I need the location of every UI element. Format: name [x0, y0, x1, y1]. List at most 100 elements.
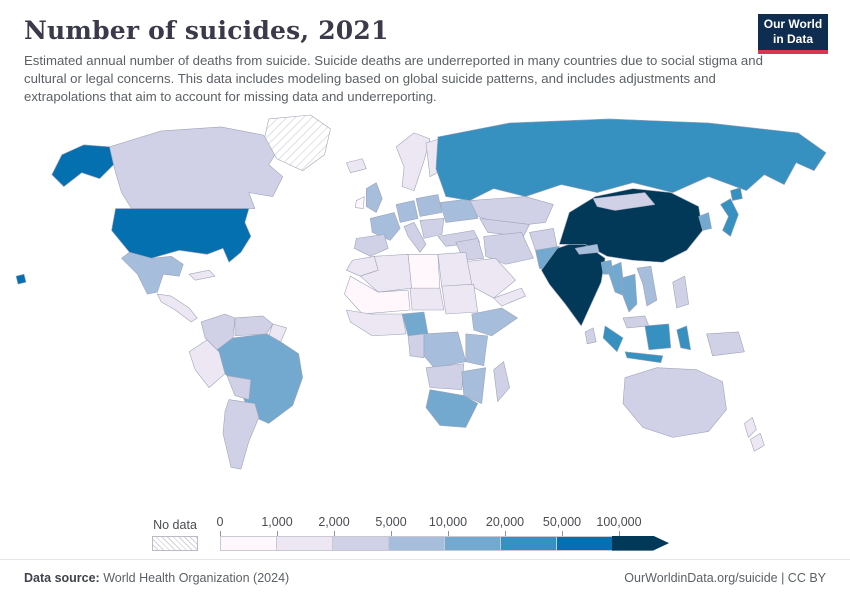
data-source-text: World Health Organization (2024) — [99, 571, 290, 585]
data-source: Data source: World Health Organization (… — [24, 571, 289, 585]
region-france[interactable] — [369, 211, 401, 241]
region-alaska[interactable] — [51, 144, 114, 187]
region-indonesia[interactable] — [602, 323, 691, 363]
legend-bin[interactable] — [500, 535, 557, 551]
region-argentina[interactable] — [222, 398, 260, 470]
region-ireland[interactable] — [355, 195, 365, 209]
world-map-container — [10, 113, 840, 511]
legend-tick-mark — [619, 530, 620, 536]
chart-header: Number of suicides, 2021 Estimated annua… — [0, 0, 850, 107]
legend-tick-mark — [277, 530, 278, 536]
region-mexico[interactable] — [121, 251, 184, 295]
legend-tick-label: 20,000 — [485, 514, 525, 529]
region-uk[interactable] — [365, 182, 383, 213]
legend-tick-label: 5,000 — [375, 514, 407, 529]
legend-tick-mark — [391, 530, 392, 536]
region-mali-mauritania[interactable] — [344, 275, 411, 314]
region-poland[interactable] — [415, 193, 443, 217]
region-mozambique-zimbabwe[interactable] — [461, 367, 486, 404]
legend-tick-mark — [448, 530, 449, 536]
legend-bin[interactable] — [276, 535, 333, 551]
region-kazakhstan[interactable] — [469, 195, 554, 227]
region-sri-lanka[interactable] — [584, 327, 597, 344]
region-kenya-tanzania[interactable] — [465, 333, 488, 366]
map-legend: No data 0 1,000 2,000 5,000 10,000 20,000 50,0… — [152, 515, 850, 551]
region-thailand[interactable] — [620, 273, 638, 312]
region-hawaii[interactable] — [15, 273, 27, 285]
owid-logo-line2: in Data — [772, 32, 813, 46]
region-greenland-no-data[interactable] — [264, 114, 331, 171]
region-yemen-oman[interactable] — [493, 287, 526, 306]
region-vietnam[interactable] — [636, 265, 658, 306]
legend-tick-mark — [505, 530, 506, 536]
region-sudan[interactable] — [441, 283, 479, 314]
legend-bin[interactable] — [612, 535, 669, 551]
region-bolivia[interactable] — [226, 375, 252, 400]
region-drc[interactable] — [423, 331, 467, 368]
region-mongolia[interactable] — [592, 191, 656, 211]
region-venezuela[interactable] — [234, 315, 274, 336]
region-south-africa[interactable] — [425, 388, 479, 428]
region-japan[interactable] — [720, 186, 743, 237]
region-new-guinea[interactable] — [706, 331, 745, 356]
region-central-america[interactable] — [157, 293, 198, 322]
data-source-label: Data source: — [24, 571, 100, 585]
region-australia[interactable] — [622, 367, 727, 438]
region-scandinavia[interactable] — [395, 132, 431, 191]
legend-no-data-swatch — [152, 535, 198, 551]
region-libya[interactable] — [407, 253, 441, 293]
chart-subtitle: Estimated annual number of deaths from s… — [24, 53, 763, 105]
region-cuba[interactable] — [188, 269, 216, 281]
region-germany[interactable] — [395, 199, 419, 223]
region-peru[interactable] — [188, 339, 226, 388]
chart-title: Number of suicides, 2021 — [24, 16, 389, 45]
legend-tick-label: 50,000 — [542, 514, 582, 529]
region-spain[interactable] — [354, 233, 389, 257]
legend-tick-label: 1,000 — [261, 514, 293, 529]
footer-attribution[interactable]: OurWorldinData.org/suicide | CC BY — [624, 571, 826, 585]
legend-bin[interactable] — [556, 535, 613, 551]
legend-scale: 0 1,000 2,000 5,000 10,000 20,000 50,000 100,00… — [216, 514, 676, 551]
legend-tick-mark — [334, 530, 335, 536]
region-iran[interactable] — [483, 231, 534, 265]
region-angola-zambia[interactable] — [425, 363, 465, 390]
world-map — [15, 114, 827, 470]
region-ukraine[interactable] — [439, 197, 479, 223]
region-ethiopia[interactable] — [471, 307, 518, 336]
legend-bin[interactable] — [444, 535, 501, 551]
legend-bin[interactable] — [332, 535, 389, 551]
region-iceland[interactable] — [346, 158, 367, 173]
legend-tick-label: 100,000 — [596, 514, 642, 529]
legend-tick-label: 2,000 — [318, 514, 350, 529]
region-india[interactable] — [541, 243, 606, 326]
region-philippines[interactable] — [672, 275, 689, 308]
region-new-zealand[interactable] — [744, 416, 765, 452]
owid-logo-line1: Our World — [763, 17, 823, 31]
legend-no-data[interactable]: No data — [152, 518, 198, 551]
region-balkans[interactable] — [419, 217, 445, 239]
region-niger-chad[interactable] — [409, 287, 445, 310]
legend-bin[interactable] — [388, 535, 445, 551]
legend-tick-labels: 0 1,000 2,000 5,000 10,000 20,000 50,000 100,00… — [216, 514, 676, 536]
owid-logo[interactable]: Our World in Data — [758, 14, 828, 54]
legend-tick-mark — [220, 530, 221, 536]
chart-footer: Data source: World Health Organization (… — [0, 559, 850, 600]
region-afghanistan[interactable] — [529, 227, 558, 251]
region-korea[interactable] — [698, 211, 712, 231]
region-madagascar[interactable] — [493, 361, 510, 402]
legend-tick-label: 10,000 — [428, 514, 468, 529]
owid-logo-red-bar — [758, 50, 828, 54]
region-egypt[interactable] — [437, 251, 473, 289]
region-canada[interactable] — [109, 126, 284, 209]
legend-no-data-label: No data — [153, 517, 197, 532]
legend-tick-label: 0 — [216, 514, 224, 529]
region-west-africa[interactable] — [346, 309, 407, 336]
region-nepal[interactable] — [574, 243, 600, 255]
legend-tick-mark — [562, 530, 563, 536]
legend-color-bar — [220, 535, 676, 551]
region-russia[interactable] — [435, 118, 827, 201]
region-cameroon-gabon[interactable] — [407, 333, 425, 358]
legend-bin[interactable] — [220, 535, 277, 551]
region-italy[interactable] — [403, 221, 427, 253]
